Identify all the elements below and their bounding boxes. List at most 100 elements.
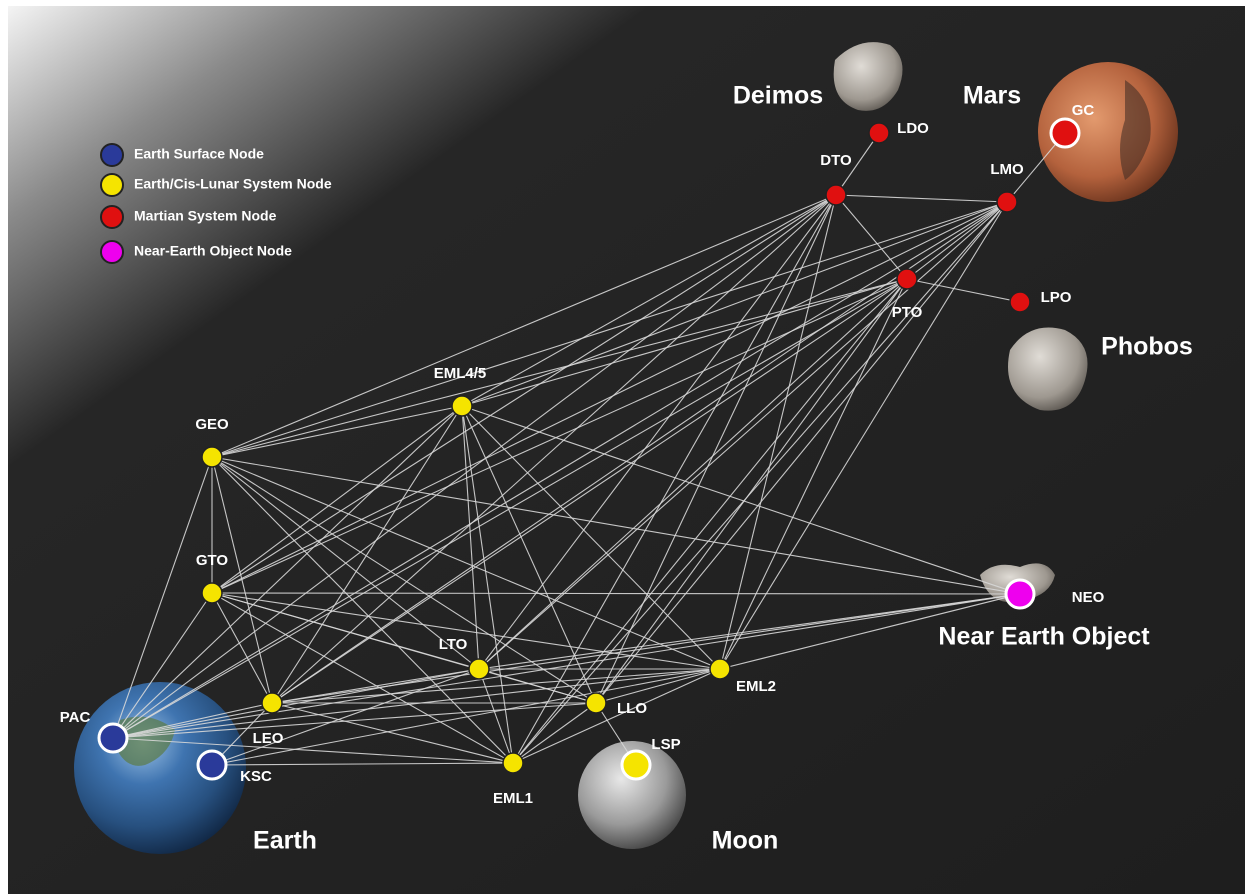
edge [211, 668, 480, 766]
legend-text: Earth Surface Node [134, 146, 264, 162]
edge [112, 593, 1021, 739]
edge [211, 592, 273, 704]
edge [512, 668, 721, 764]
edge [595, 278, 908, 704]
edge [719, 278, 908, 670]
node-label: LSP [651, 736, 680, 753]
node-label: KSC [240, 768, 272, 785]
node-label: LPO [1041, 289, 1072, 306]
edge [478, 668, 514, 764]
moon-image [578, 741, 686, 849]
edge [461, 405, 1021, 595]
edge [211, 194, 837, 594]
node [585, 692, 607, 714]
edge [112, 456, 213, 739]
node-label: GC [1072, 102, 1095, 119]
edge [112, 194, 837, 739]
edge [595, 201, 1008, 704]
node [196, 749, 228, 781]
edge [211, 201, 1008, 458]
node-label: NEO [1072, 589, 1105, 606]
node [620, 749, 652, 781]
legend-text: Earth/Cis-Lunar System Node [134, 176, 332, 192]
nodes: PAC KSC GEO GTO LEO EML4/5 LTO EML1 LLO EML2 LSP DT… [60, 82, 1193, 855]
node [97, 722, 129, 754]
node [996, 191, 1018, 213]
edge [271, 668, 721, 704]
node [468, 658, 490, 680]
node [451, 395, 473, 417]
node-label: LTO [439, 636, 468, 653]
edge [835, 194, 1008, 203]
body-label: Mars [963, 82, 1021, 110]
edge [112, 737, 514, 764]
body-label: Near Earth Object [938, 623, 1150, 651]
legend-swatch [100, 173, 124, 197]
node [1009, 291, 1031, 313]
edge [211, 405, 463, 594]
edge [211, 592, 721, 670]
edge [835, 194, 908, 280]
edge [211, 456, 721, 670]
edge [478, 201, 1008, 670]
body-label: Earth [253, 827, 317, 855]
edge [461, 405, 721, 670]
edge [112, 278, 908, 739]
edge [512, 702, 597, 764]
node-label: EML2 [736, 678, 776, 695]
edge [211, 194, 837, 458]
edge [461, 278, 908, 407]
node [1049, 117, 1081, 149]
edge [461, 405, 597, 704]
edge [271, 405, 463, 704]
edge [271, 702, 514, 764]
edge [512, 201, 1008, 764]
edge [211, 201, 1008, 594]
edge [112, 405, 463, 739]
edge [719, 201, 1008, 670]
bodies [74, 42, 1178, 854]
body-label: Deimos [733, 82, 823, 110]
node-label: LLO [617, 700, 647, 717]
node-label: GEO [195, 416, 229, 433]
body-label: Moon [712, 827, 779, 855]
edge [478, 668, 597, 704]
edge [595, 668, 721, 704]
edge [271, 668, 480, 704]
node [201, 446, 223, 468]
legend-text: Near-Earth Object Node [134, 243, 292, 259]
node [261, 692, 283, 714]
edge [719, 194, 837, 670]
node-label: LMO [990, 161, 1024, 178]
node-label: EML4/5 [434, 365, 487, 382]
edge [478, 194, 837, 670]
node-label: EML1 [493, 790, 533, 807]
legend-text: Martian System Node [134, 208, 277, 224]
node-label: DTO [820, 152, 852, 169]
edge [906, 201, 1008, 280]
edge [595, 194, 837, 704]
edge [835, 132, 880, 196]
node [868, 122, 890, 144]
edge [461, 405, 480, 670]
edge [112, 702, 597, 739]
node-label: GTO [196, 552, 229, 569]
edge [478, 593, 1021, 670]
mars-dark [1120, 80, 1151, 180]
edge [461, 201, 1008, 407]
legend-swatch [100, 205, 124, 229]
node [201, 582, 223, 604]
edge [906, 278, 1021, 303]
edge [211, 405, 463, 458]
edge [211, 278, 908, 594]
edge [211, 592, 514, 764]
edge [211, 762, 514, 766]
edge [112, 702, 273, 739]
edge [271, 278, 908, 704]
edge [211, 592, 1021, 595]
edge [512, 194, 837, 764]
node [502, 752, 524, 774]
edge [719, 593, 1021, 670]
node [825, 184, 847, 206]
